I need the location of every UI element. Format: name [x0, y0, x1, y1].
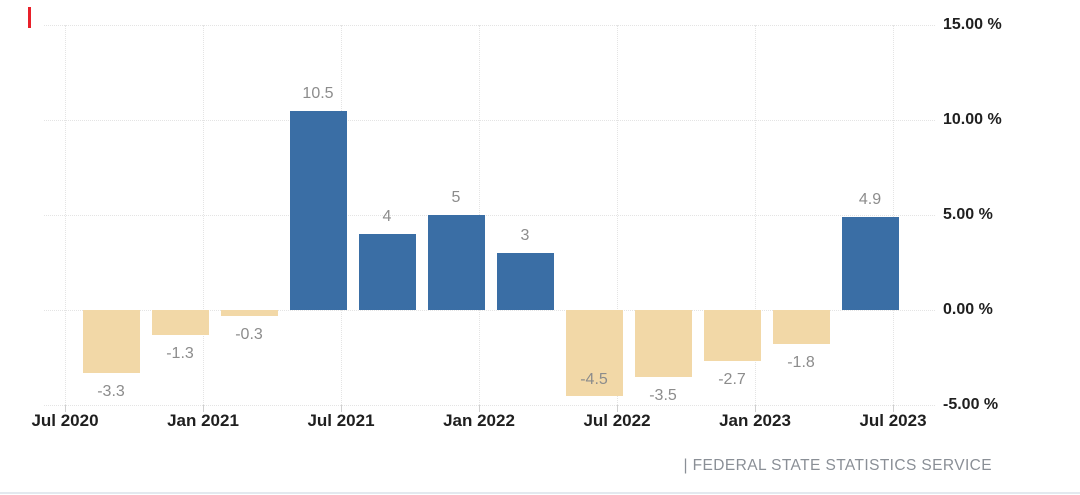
gridline-vertical — [617, 25, 618, 405]
y-axis-label: 15.00 % — [943, 16, 1002, 33]
bar-value-label: -4.5 — [580, 370, 608, 388]
x-axis-tick — [65, 405, 66, 412]
accent-marker — [28, 7, 31, 28]
x-axis-tick — [479, 405, 480, 412]
y-axis-label: -5.00 % — [943, 396, 999, 413]
source-attribution: | FEDERAL STATE STATISTICS SERVICE — [683, 457, 992, 474]
x-axis-tick — [755, 405, 756, 412]
gridline-horizontal — [44, 405, 935, 406]
x-axis-label: Jul 2021 — [307, 411, 375, 430]
bar-value-label: 10.5 — [302, 84, 334, 102]
bar[interactable] — [841, 216, 899, 310]
gridline-horizontal — [44, 310, 935, 311]
bar[interactable] — [220, 310, 278, 316]
x-axis-tick — [893, 405, 894, 412]
x-axis-tick — [203, 405, 204, 412]
gridline-horizontal — [44, 215, 935, 216]
bar-value-label: -1.8 — [787, 354, 815, 372]
bar-value-label: 3 — [520, 227, 530, 244]
bar[interactable] — [289, 110, 347, 310]
bottom-divider — [0, 492, 1080, 494]
bar-value-label: 4.9 — [858, 190, 882, 208]
bar[interactable] — [496, 253, 554, 310]
x-axis-label: Jan 2021 — [167, 411, 239, 430]
bar-value-label: 5 — [451, 189, 461, 206]
gridline-vertical — [203, 25, 204, 405]
bar-value-label: -2.7 — [718, 371, 746, 389]
bar[interactable] — [634, 310, 692, 377]
bar[interactable] — [82, 310, 140, 373]
gridline-horizontal — [44, 120, 935, 121]
gridline-vertical — [893, 25, 894, 405]
bar[interactable] — [151, 310, 209, 335]
x-axis-label: Jan 2022 — [443, 411, 515, 430]
bar[interactable] — [358, 234, 416, 310]
x-axis-label: Jul 2020 — [31, 411, 99, 430]
x-axis-tick — [341, 405, 342, 412]
y-axis-label: 10.00 % — [943, 111, 1002, 128]
gridline-vertical — [755, 25, 756, 405]
bar-value-label: 4 — [382, 208, 392, 225]
bar-value-label: -1.3 — [166, 344, 194, 362]
bar-value-label: -0.3 — [235, 325, 263, 343]
bar-value-label: -3.3 — [97, 382, 125, 400]
plot-area: -3.3 -1.3 -0.3 10.5 4 5 3 -4.5 -3.5 -2.7 -1.8 4.9 — [44, 25, 935, 412]
x-axis-label: Jul 2022 — [583, 411, 651, 430]
x-axis-label: Jan 2023 — [719, 411, 791, 430]
bar[interactable] — [565, 310, 623, 396]
bar-value-label: -3.5 — [649, 386, 677, 404]
gridline-horizontal — [44, 25, 935, 26]
gridline-vertical — [65, 25, 66, 405]
y-axis-label: 5.00 % — [943, 206, 993, 223]
bar[interactable] — [703, 310, 761, 362]
bar[interactable] — [427, 215, 485, 310]
x-axis-label: Jul 2023 — [859, 411, 927, 430]
bar[interactable] — [772, 310, 830, 345]
x-axis-tick — [617, 405, 618, 412]
y-axis-label: 0.00 % — [943, 301, 993, 318]
